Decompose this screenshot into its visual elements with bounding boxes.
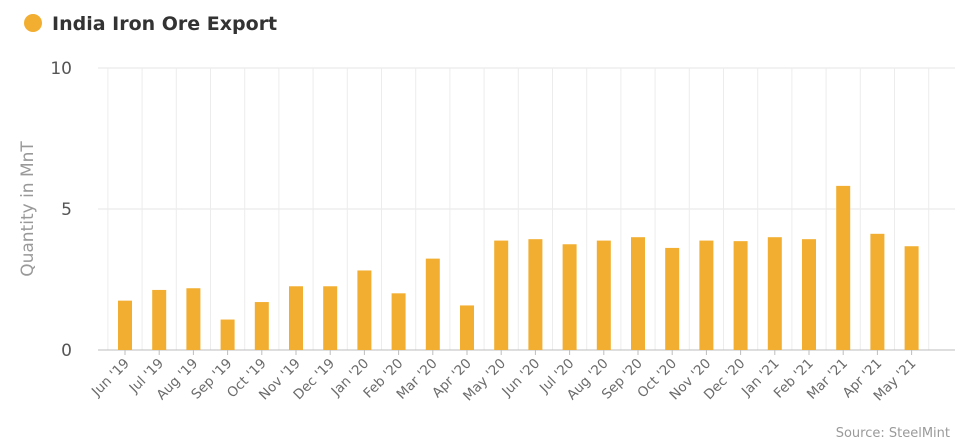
y-tick-label: 5 <box>61 200 72 220</box>
bar[interactable] <box>323 286 338 350</box>
grid <box>98 67 955 351</box>
bar[interactable] <box>494 240 509 350</box>
source-note: Source: SteelMint <box>836 426 950 441</box>
x-tick-label: Jun '19 <box>88 356 133 401</box>
bar[interactable] <box>699 240 714 350</box>
bar[interactable] <box>460 305 474 350</box>
bar[interactable] <box>596 240 611 350</box>
legend[interactable]: India Iron Ore Export <box>24 13 277 35</box>
bar[interactable] <box>528 239 543 350</box>
bar[interactable] <box>152 289 167 350</box>
x-tick-label: Jun '20 <box>498 356 543 401</box>
bar[interactable] <box>289 286 303 350</box>
bar[interactable] <box>631 237 645 350</box>
y-tick-label: 0 <box>61 341 72 361</box>
bar[interactable] <box>904 246 919 350</box>
bar[interactable] <box>802 239 816 350</box>
bar[interactable] <box>562 244 577 350</box>
bar[interactable] <box>186 288 201 350</box>
y-axis-title: Quantity in MnT <box>18 141 38 277</box>
bar[interactable] <box>836 185 851 350</box>
bar[interactable] <box>254 302 269 350</box>
bar[interactable] <box>425 258 440 350</box>
bar[interactable] <box>870 233 885 350</box>
legend-marker <box>24 14 42 32</box>
y-axis: 0 5 10 <box>50 59 72 361</box>
bars <box>118 185 919 350</box>
bar[interactable] <box>220 319 235 350</box>
bar[interactable] <box>733 241 748 350</box>
legend-label: India Iron Ore Export <box>52 13 277 35</box>
bar[interactable] <box>391 293 406 350</box>
bar[interactable] <box>767 237 782 350</box>
y-tick-label: 10 <box>50 59 72 79</box>
bar[interactable] <box>357 270 372 350</box>
bar[interactable] <box>118 300 132 350</box>
bar[interactable] <box>665 247 680 350</box>
